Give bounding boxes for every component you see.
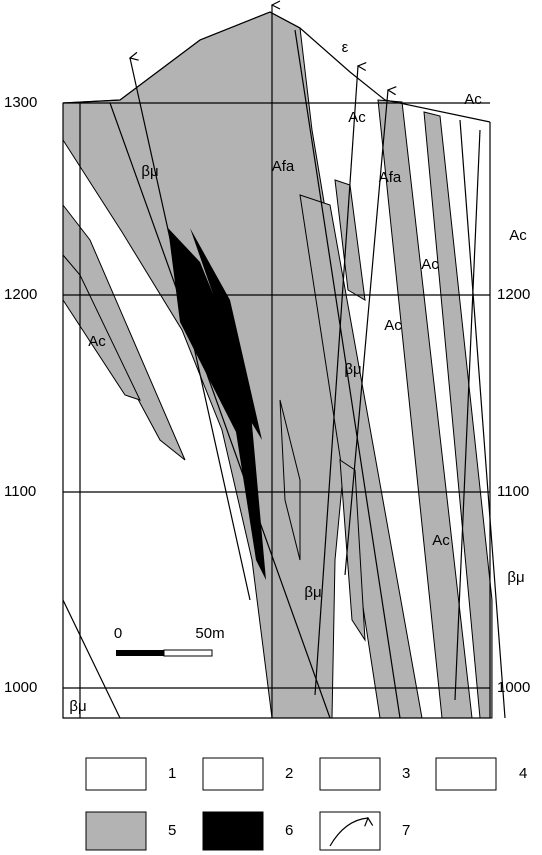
elevation-label: 1300 <box>4 94 37 111</box>
elevation-label: 1200 <box>497 286 530 303</box>
rock-label: Ac <box>432 532 450 549</box>
rock-label: Ac <box>464 91 482 108</box>
scale-bar <box>116 650 164 656</box>
legend-number: 4 <box>519 765 527 782</box>
rock-label: Ac <box>384 317 402 334</box>
legend-box <box>436 758 496 790</box>
rock-label: βμ <box>507 569 524 586</box>
elevation-label: 1100 <box>497 483 529 500</box>
elevation-label: 1100 <box>4 483 36 500</box>
rock-label: βμ <box>141 163 158 180</box>
legend-box <box>86 758 146 790</box>
rock-label: Afa <box>379 169 402 186</box>
elevation-label: 1000 <box>4 679 37 696</box>
scale-label: 0 <box>114 625 122 642</box>
geology <box>63 5 505 718</box>
elevation-label: 1200 <box>4 286 37 303</box>
rock-label: Ac <box>348 109 366 126</box>
legend-number: 3 <box>402 765 410 782</box>
rock-label: βμ <box>344 361 361 378</box>
legend-box <box>203 758 263 790</box>
rock-label: βμ <box>304 584 321 601</box>
rock-label: ε <box>342 39 349 56</box>
legend-number: 5 <box>168 822 176 839</box>
cross-section: 1300 1200 1100 1000 1200 1100 1000 ε Ac Ac Afa Afa β… <box>0 0 542 855</box>
rock-label: Ac <box>509 227 527 244</box>
rock-label: Ac <box>88 333 106 350</box>
scale-bar <box>164 650 212 656</box>
elevation-label: 1000 <box>497 679 530 696</box>
legend-number: 6 <box>285 822 293 839</box>
scale-label: 50m <box>195 625 224 642</box>
legend-number: 7 <box>402 822 410 839</box>
rock-label: Ac <box>421 256 439 273</box>
legend-box <box>86 812 146 850</box>
rock-label: Afa <box>272 158 295 175</box>
legend-box <box>320 812 380 850</box>
legend-box <box>203 812 263 850</box>
rock-label: βμ <box>69 698 86 715</box>
legend-number: 2 <box>285 765 293 782</box>
legend-number: 1 <box>168 765 176 782</box>
legend-box <box>320 758 380 790</box>
